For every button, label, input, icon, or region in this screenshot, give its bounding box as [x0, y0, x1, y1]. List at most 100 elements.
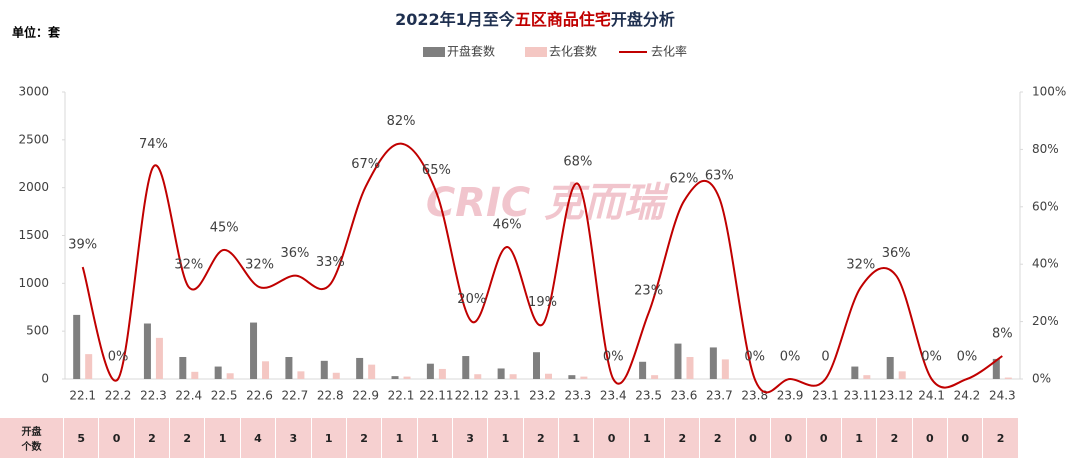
- x-tick-label: 23.1: [812, 389, 839, 403]
- legend-label: 去化率: [651, 44, 687, 59]
- bar: [992, 358, 1000, 379]
- x-tick-label: 22.8: [317, 389, 344, 403]
- x-tick-label: 23.7: [706, 389, 733, 403]
- table-cell: 1: [629, 418, 666, 458]
- x-tick-label: 23.9: [777, 389, 804, 403]
- table-cell: 1: [841, 418, 878, 458]
- bar: [580, 376, 588, 379]
- legend-swatch: [525, 47, 547, 57]
- chart-title: 2022年1月至今五区商品住宅开盘分析: [395, 10, 675, 29]
- y2-tick-label: 60%: [1032, 199, 1059, 213]
- bar: [639, 361, 647, 379]
- bar: [1004, 377, 1012, 379]
- table-cell: 2: [134, 418, 171, 458]
- watermark: CRIC 克而瑞: [426, 180, 670, 226]
- table-cell: 0: [806, 418, 842, 458]
- table-cell: 2: [983, 418, 1019, 458]
- bar: [262, 361, 270, 379]
- bar: [391, 376, 399, 379]
- table-cell: 0: [99, 418, 135, 458]
- data-label: 19%: [528, 295, 557, 310]
- table-cell: 2: [877, 418, 913, 458]
- bar: [497, 368, 505, 379]
- bar: [898, 371, 906, 379]
- bar: [651, 375, 659, 379]
- x-tick-label: 22.11: [419, 389, 453, 403]
- data-label: 36%: [882, 246, 911, 261]
- data-label: 0%: [603, 350, 624, 365]
- y2-tick-label: 100%: [1032, 85, 1066, 99]
- data-label: 20%: [457, 292, 486, 307]
- bar: [85, 354, 93, 379]
- x-tick-label: 22.7: [282, 389, 309, 403]
- bar: [297, 371, 305, 379]
- data-label: 0%: [921, 350, 942, 365]
- x-tick-label: 22.5: [211, 389, 238, 403]
- data-label: 0%: [744, 350, 765, 365]
- bar: [368, 364, 376, 379]
- x-tick-label: 23.4: [600, 389, 627, 403]
- data-label: 65%: [422, 163, 451, 178]
- table-cell: 3: [276, 418, 312, 458]
- x-tick-label: 24.1: [918, 389, 945, 403]
- bar: [191, 371, 199, 379]
- y-tick-label: 0: [41, 372, 49, 386]
- title-part: 五区商品住宅: [515, 10, 611, 29]
- data-label: 46%: [493, 217, 522, 232]
- bar: [143, 323, 151, 379]
- data-label: 67%: [351, 157, 380, 172]
- x-tick-label: 23.12: [879, 389, 913, 403]
- x-tick-label: 24.3: [989, 389, 1016, 403]
- x-tick-label: 22.2: [105, 389, 132, 403]
- data-label: 0: [821, 350, 829, 365]
- y-tick-label: 1000: [18, 276, 49, 290]
- bar: [721, 359, 729, 379]
- table-cell: 0: [771, 418, 807, 458]
- bar: [250, 322, 258, 379]
- x-tick-label: 22.12: [455, 389, 489, 403]
- table-cell: 2: [346, 418, 383, 458]
- y2-tick-label: 80%: [1032, 142, 1059, 156]
- table-cell: 2: [523, 418, 560, 458]
- data-label: 8%: [992, 327, 1013, 342]
- bar: [545, 373, 552, 379]
- title-part: 2022年1月至今: [395, 10, 515, 29]
- bar: [568, 375, 576, 379]
- y-tick-label: 2500: [18, 132, 49, 146]
- table-cell: 2: [665, 418, 701, 458]
- data-label: 45%: [210, 220, 239, 235]
- bar: [403, 376, 411, 379]
- x-tick-label: 23.8: [741, 389, 768, 403]
- x-tick-label: 24.2: [954, 389, 981, 403]
- y-tick-label: 2000: [18, 180, 49, 194]
- x-tick-label: 22.9: [352, 389, 379, 403]
- bar: [179, 356, 187, 379]
- legend-swatch: [423, 47, 445, 57]
- bar: [214, 366, 222, 379]
- x-tick-label: 23.6: [671, 389, 698, 403]
- chart: 单位：套 2022年1月至今五区商品住宅开盘分析 CRIC 克而瑞 0 500 10…: [12, 10, 1066, 403]
- bar: [73, 314, 81, 379]
- table-cell: 1: [205, 418, 241, 458]
- bar: [686, 356, 694, 379]
- table-cell: 1: [311, 418, 347, 458]
- bar: [509, 374, 517, 379]
- x-tick-label: 23.1: [494, 389, 521, 403]
- count-table: 开盘个数 5 0 2 2 1 4 3 1 2 1 1 3 1 2 1 0 1 2 2 0 0 0 1 2 0 0 2: [0, 418, 1024, 458]
- x-tick-label: 22.3: [140, 389, 167, 403]
- data-label: 23%: [634, 283, 663, 298]
- bar: [863, 375, 871, 379]
- bar: [709, 347, 717, 379]
- title-part: 开盘分析: [611, 10, 675, 29]
- table-cell: 3: [452, 418, 489, 458]
- x-tick-label: 22.1: [388, 389, 415, 403]
- data-label: 0%: [108, 350, 129, 365]
- bar: [886, 356, 894, 379]
- x-tick-label: 22.1: [69, 389, 96, 403]
- y-tick-label: 500: [26, 324, 49, 338]
- data-label: 74%: [139, 137, 168, 152]
- bar: [438, 368, 446, 379]
- x-tick-label: 23.3: [565, 389, 592, 403]
- bar: [462, 356, 470, 379]
- x-tick-label: 23.11: [844, 389, 878, 403]
